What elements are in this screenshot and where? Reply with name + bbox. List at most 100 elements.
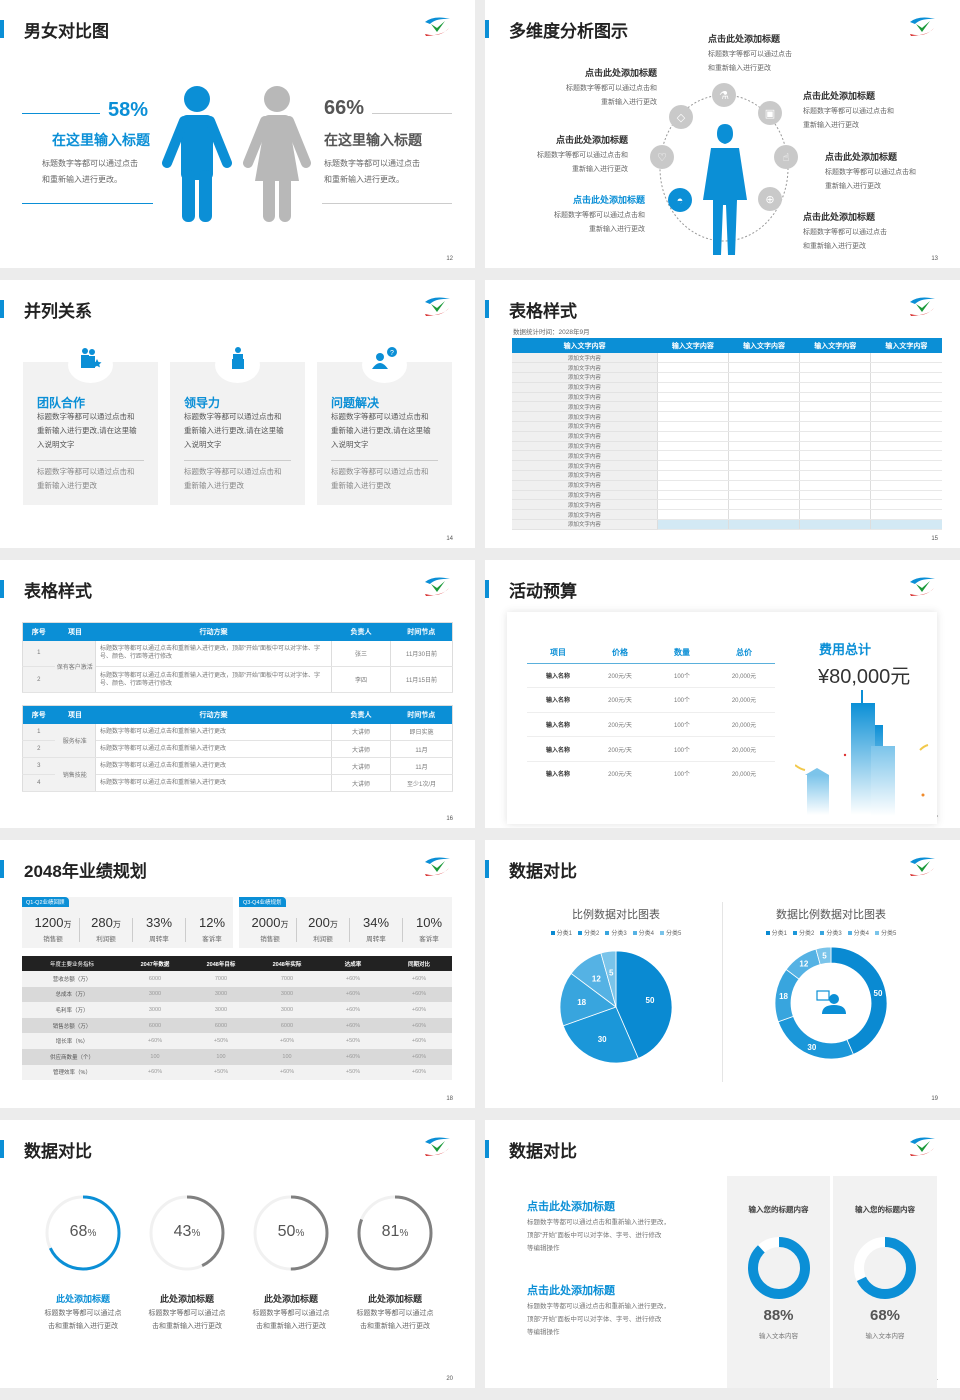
table-cell[interactable] — [870, 519, 942, 530]
table-cell[interactable] — [799, 411, 871, 423]
table-cell[interactable] — [799, 431, 871, 442]
block-desc: 顶部“开始”面板中可以对字体、字号、进行修改 — [527, 1316, 662, 1323]
table-cell[interactable] — [727, 421, 800, 432]
slide-action-tables: 表格样式 16 序号 项目 行动方案 负责人 时间节点 1 保有客户激活 标题数字等都可以通过点击… — [0, 560, 475, 828]
table-cell[interactable] — [799, 372, 871, 383]
table-cell[interactable] — [870, 490, 942, 501]
slice-分类2 — [562, 1006, 639, 1064]
table-row: 添加文字内容 — [512, 362, 942, 374]
owner-cell: 大讲师 — [331, 774, 391, 792]
table-cell[interactable] — [870, 450, 942, 462]
table-cell[interactable] — [870, 353, 942, 364]
table-cell[interactable] — [799, 509, 871, 521]
table-cell[interactable] — [656, 499, 729, 511]
table-cell[interactable] — [870, 362, 942, 374]
table-cell[interactable] — [727, 362, 800, 374]
table-cell[interactable] — [727, 460, 800, 472]
table-cell[interactable] — [727, 519, 800, 530]
table-cell[interactable] — [870, 441, 942, 452]
table-cell[interactable] — [799, 353, 871, 364]
table-cell[interactable] — [799, 362, 871, 374]
table-cell[interactable] — [870, 460, 942, 472]
male-desc: 和重新输入进行更改。 — [42, 175, 122, 184]
table-cell[interactable] — [727, 470, 800, 481]
table-cell[interactable] — [799, 392, 871, 403]
table-cell[interactable] — [799, 450, 871, 462]
table-cell[interactable] — [799, 441, 871, 452]
table-cell[interactable] — [727, 431, 800, 442]
lock-icon: ▣ — [758, 101, 782, 125]
card-divider — [37, 460, 144, 461]
table-cell[interactable] — [870, 372, 942, 383]
table-cell[interactable] — [727, 490, 800, 501]
table-cell[interactable] — [727, 509, 800, 521]
table-cell[interactable] — [870, 470, 942, 481]
column-header: 输入文字内容 — [799, 338, 871, 353]
table-cell: 100 — [122, 1048, 188, 1065]
table-cell[interactable] — [799, 401, 871, 413]
table-cell[interactable] — [656, 480, 729, 491]
table-cell[interactable] — [799, 499, 871, 511]
table-cell[interactable] — [727, 450, 800, 462]
table-cell[interactable] — [656, 519, 729, 530]
table-cell[interactable] — [870, 509, 942, 521]
table-cell[interactable] — [656, 450, 729, 462]
table-cell[interactable] — [656, 372, 729, 383]
row-label: 添加文字内容 — [512, 519, 658, 530]
svg-text:⊕: ⊕ — [765, 194, 774, 206]
table-cell[interactable] — [870, 392, 942, 403]
table-cell[interactable] — [870, 401, 942, 413]
table-cell[interactable] — [799, 460, 871, 472]
table-cell[interactable] — [799, 480, 871, 491]
table-cell[interactable] — [656, 353, 729, 364]
table-cell[interactable] — [656, 382, 729, 393]
table-cell[interactable] — [799, 470, 871, 481]
table-cell[interactable] — [656, 441, 729, 452]
legend-label: 分类5 — [881, 931, 897, 937]
table-cell[interactable] — [656, 470, 729, 481]
gauge-heading: 此处添加标题 — [263, 1294, 318, 1304]
table-cell[interactable] — [656, 411, 729, 423]
legend-item: 分类2 — [577, 931, 599, 937]
table-cell[interactable] — [870, 499, 942, 511]
owner-cell: 大讲师 — [331, 740, 391, 758]
table-cell[interactable] — [656, 401, 729, 413]
table-cell: +60% — [320, 971, 386, 987]
table-cell[interactable] — [656, 460, 729, 472]
table-cell[interactable] — [727, 353, 800, 364]
table-cell[interactable] — [799, 421, 871, 432]
legend-swatch — [550, 931, 555, 936]
table-cell[interactable] — [870, 431, 942, 442]
table-cell[interactable] — [656, 490, 729, 501]
svg-text:♡: ♡ — [657, 152, 667, 164]
table-cell[interactable] — [727, 372, 800, 383]
kpi-value: 12% — [189, 914, 235, 932]
table-cell[interactable] — [656, 392, 729, 403]
table-cell[interactable] — [727, 499, 800, 511]
table-cell[interactable] — [727, 411, 800, 423]
block-desc: 标题数字等都可以通过点击 — [708, 51, 792, 58]
table-cell[interactable] — [656, 421, 729, 432]
table-cell[interactable] — [727, 441, 800, 452]
table-cell[interactable] — [799, 519, 871, 530]
kpi-value: 33% — [136, 914, 182, 932]
table-cell[interactable] — [727, 480, 800, 491]
block-desc: 和重新输入进行更改 — [803, 243, 866, 250]
table-cell[interactable] — [727, 392, 800, 403]
plan-cell: 标题数字等都可以通过点击和重新输入进行更改 — [95, 740, 332, 758]
table-cell[interactable] — [799, 490, 871, 501]
table-cell[interactable] — [870, 421, 942, 432]
legend-swatch — [660, 931, 665, 936]
table-cell[interactable] — [656, 431, 729, 442]
table-cell[interactable] — [656, 509, 729, 521]
table-cell[interactable] — [870, 480, 942, 491]
table-cell[interactable] — [727, 382, 800, 393]
male-desc: 标题数字等都可以通过点击 — [42, 159, 138, 168]
table-cell[interactable] — [727, 401, 800, 413]
block-desc: 顶部“开始”面板中可以对字体、字号、进行修改 — [527, 1232, 662, 1239]
table-cell[interactable] — [870, 411, 942, 423]
table-cell[interactable] — [799, 382, 871, 393]
table-cell[interactable] — [870, 382, 942, 393]
table-cell[interactable] — [656, 362, 729, 374]
company-logo — [422, 856, 452, 878]
